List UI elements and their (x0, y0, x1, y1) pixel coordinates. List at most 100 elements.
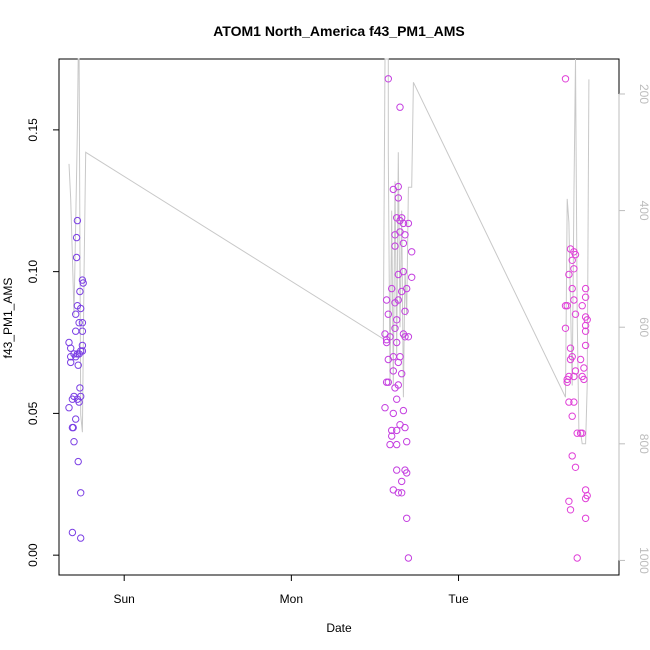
data-point (77, 392, 85, 401)
data-point (568, 452, 576, 460)
data-point (73, 216, 82, 225)
data-point (578, 302, 586, 310)
data-point (565, 270, 573, 279)
data-point (75, 319, 83, 327)
data-point (573, 554, 581, 562)
data-point (389, 367, 397, 375)
data-point (563, 302, 571, 310)
data-point (399, 219, 408, 228)
data-point (403, 284, 411, 293)
data-point (68, 528, 77, 537)
data-point (565, 497, 573, 505)
data-point (74, 457, 82, 466)
data-point (580, 364, 588, 372)
data-point (394, 296, 402, 304)
data-point (404, 219, 413, 228)
data-point (408, 273, 416, 281)
data-point (388, 284, 396, 293)
data-point (398, 477, 406, 486)
data-point (77, 489, 85, 497)
data-point (77, 534, 85, 542)
data-point (388, 432, 396, 440)
data-point (398, 370, 406, 378)
data-point (581, 341, 590, 350)
data-point (396, 103, 404, 111)
data-point (393, 466, 401, 474)
data-point (401, 231, 409, 239)
data-point (391, 242, 399, 250)
data-point (393, 338, 401, 347)
data-point (571, 250, 580, 259)
data-point (581, 293, 590, 301)
data-point (72, 233, 81, 242)
data-point (394, 182, 402, 191)
data-point (382, 296, 391, 304)
data-point (394, 381, 402, 389)
data-point (72, 253, 81, 262)
data-point (384, 310, 392, 318)
scatter-points (65, 75, 591, 562)
y-tick-label: 0.15 (26, 118, 40, 142)
data-point (78, 347, 87, 355)
data-point (568, 256, 576, 264)
x-tick-label: Sun (114, 592, 135, 606)
data-point (79, 279, 87, 287)
line-series (68, 58, 590, 445)
data-point (399, 267, 408, 276)
data-point (573, 429, 581, 437)
data-point (583, 491, 591, 500)
data-point (388, 426, 396, 435)
data-point (70, 438, 78, 446)
y2-tick-label: 1000 (637, 547, 650, 574)
data-point (65, 404, 73, 412)
data-point (580, 375, 588, 384)
data-point (568, 284, 576, 293)
data-point (67, 344, 75, 352)
data-point (565, 372, 573, 381)
data-point (571, 310, 580, 318)
data-point (568, 412, 576, 420)
data-point (566, 344, 575, 352)
data-point (394, 194, 402, 202)
data-point (401, 333, 409, 341)
data-point (578, 429, 586, 437)
data-point (581, 327, 590, 335)
data-point (78, 341, 87, 350)
data-point (386, 333, 394, 341)
data-point (381, 404, 389, 412)
plot-area-border (58, 58, 620, 576)
line-series-path (68, 58, 590, 445)
data-point (398, 489, 406, 497)
y2-tick-label: 600 (637, 317, 650, 337)
data-point (72, 415, 80, 423)
data-point (403, 438, 411, 446)
data-point (389, 409, 397, 418)
data-point (399, 406, 408, 415)
data-point (403, 469, 411, 477)
data-point (570, 265, 578, 273)
y-tick-label: 0.00 (26, 543, 40, 567)
data-point (565, 398, 573, 406)
data-point (408, 248, 416, 256)
data-point (74, 361, 82, 369)
x-tick-label: Mon (280, 592, 303, 606)
y2-tick-label: 400 (637, 201, 650, 221)
data-point (393, 440, 401, 449)
chart-title: ATOM1 North_America f43_PM1_AMS (213, 23, 465, 39)
data-point (401, 423, 409, 432)
data-point (399, 239, 408, 248)
data-point (386, 440, 394, 449)
data-point (77, 304, 85, 313)
data-point (384, 378, 392, 386)
data-point (404, 333, 413, 341)
data-point (72, 310, 80, 318)
data-point (78, 327, 87, 335)
data-point (566, 506, 575, 514)
data-point (581, 514, 590, 522)
x-tick-label: Tue (448, 592, 469, 606)
data-point (384, 75, 392, 83)
data-point (561, 324, 570, 332)
data-point (403, 514, 411, 522)
data-point (583, 316, 591, 324)
